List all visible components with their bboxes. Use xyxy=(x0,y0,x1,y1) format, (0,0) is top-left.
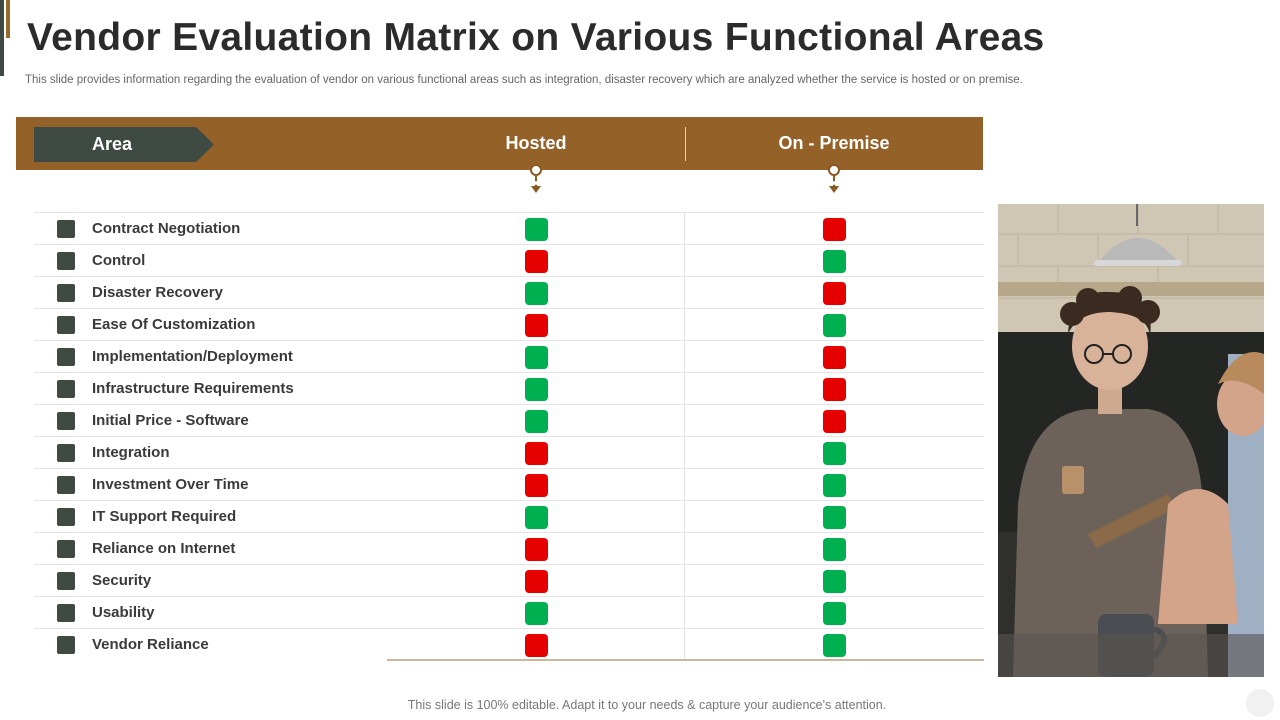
hosted-status-red xyxy=(525,442,548,465)
meeting-photo xyxy=(998,204,1264,677)
accent-bar xyxy=(0,0,4,76)
on-premise-status-red xyxy=(823,218,846,241)
on-premise-status-green xyxy=(823,250,846,273)
row-label: Implementation/Deployment xyxy=(92,348,293,365)
on-premise-status-green xyxy=(823,474,846,497)
row-bullet-icon xyxy=(57,508,75,526)
table-row: Contract Negotiation xyxy=(34,212,984,244)
hosted-status-red xyxy=(525,474,548,497)
row-bullet-icon xyxy=(57,476,75,494)
hosted-status-red xyxy=(525,314,548,337)
table-row: Reliance on Internet xyxy=(34,532,984,564)
table-row: Integration xyxy=(34,436,984,468)
hosted-status-red xyxy=(525,570,548,593)
row-label: IT Support Required xyxy=(92,508,237,525)
row-bullet-icon xyxy=(57,604,75,622)
table-row: Infrastructure Requirements xyxy=(34,372,984,404)
on-premise-status-green xyxy=(823,506,846,529)
hosted-status-green xyxy=(525,410,548,433)
on-premise-status-red xyxy=(823,346,846,369)
on-premise-status-green xyxy=(823,634,846,657)
footer-note: This slide is 100% editable. Adapt it to… xyxy=(407,698,887,712)
hosted-status-red xyxy=(525,634,548,657)
table-row: Implementation/Deployment xyxy=(34,340,984,372)
table-row: Vendor Reliance xyxy=(34,628,984,660)
area-header-label: Area xyxy=(91,134,133,154)
hosted-status-green xyxy=(525,378,548,401)
row-label: Control xyxy=(92,252,146,269)
row-label: Reliance on Internet xyxy=(92,540,236,557)
on-premise-status-red xyxy=(823,378,846,401)
row-label: Ease Of Customization xyxy=(92,316,256,333)
table-row: IT Support Required xyxy=(34,500,984,532)
row-label: Initial Price - Software xyxy=(92,412,249,429)
corner-circle xyxy=(1246,689,1274,717)
row-bullet-icon xyxy=(57,572,75,590)
hosted-status-green xyxy=(525,282,548,305)
hosted-pin-icon xyxy=(529,164,543,198)
row-bullet-icon xyxy=(57,252,75,270)
hosted-status-green xyxy=(525,346,548,369)
page-title: Vendor Evaluation Matrix on Various Func… xyxy=(27,16,1045,59)
hosted-column-header: Hosted xyxy=(505,133,567,153)
hosted-status-red xyxy=(525,250,548,273)
row-label: Vendor Reliance xyxy=(92,636,209,653)
row-bullet-icon xyxy=(57,636,75,654)
on-premise-status-green xyxy=(823,442,846,465)
on-premise-status-green xyxy=(823,314,846,337)
table-row: Security xyxy=(34,564,984,596)
table-bottom-rule xyxy=(387,659,984,661)
on-premise-column-header: On - Premise xyxy=(778,133,890,153)
table-row: Investment Over Time xyxy=(34,468,984,500)
accent-bar-gold xyxy=(6,0,10,38)
area-header-tag xyxy=(34,127,214,162)
hosted-status-green xyxy=(525,218,548,241)
on-premise-status-green xyxy=(823,570,846,593)
on-premise-status-red xyxy=(823,282,846,305)
header-divider xyxy=(685,127,686,161)
row-bullet-icon xyxy=(57,316,75,334)
hosted-status-green xyxy=(525,602,548,625)
row-label: Infrastructure Requirements xyxy=(92,380,294,397)
row-bullet-icon xyxy=(57,284,75,302)
row-label: Disaster Recovery xyxy=(92,284,223,301)
hosted-status-red xyxy=(525,538,548,561)
row-label: Contract Negotiation xyxy=(92,220,241,237)
row-label: Usability xyxy=(92,604,155,621)
on-premise-status-green xyxy=(823,602,846,625)
row-bullet-icon xyxy=(57,220,75,238)
on-premise-pin-icon xyxy=(827,164,841,198)
on-premise-status-green xyxy=(823,538,846,561)
row-bullet-icon xyxy=(57,412,75,430)
table-row: Usability xyxy=(34,596,984,628)
row-bullet-icon xyxy=(57,444,75,462)
row-bullet-icon xyxy=(57,348,75,366)
table-row: Ease Of Customization xyxy=(34,308,984,340)
page-subtitle: This slide provides information regardin… xyxy=(25,74,1023,86)
on-premise-status-red xyxy=(823,410,846,433)
row-bullet-icon xyxy=(57,380,75,398)
column-divider xyxy=(684,212,685,660)
row-label: Investment Over Time xyxy=(92,476,249,493)
row-label: Integration xyxy=(92,444,170,461)
table-row: Control xyxy=(34,244,984,276)
row-bullet-icon xyxy=(57,540,75,558)
table-row: Initial Price - Software xyxy=(34,404,984,436)
row-label: Security xyxy=(92,572,152,589)
hosted-status-green xyxy=(525,506,548,529)
table-row: Disaster Recovery xyxy=(34,276,984,308)
